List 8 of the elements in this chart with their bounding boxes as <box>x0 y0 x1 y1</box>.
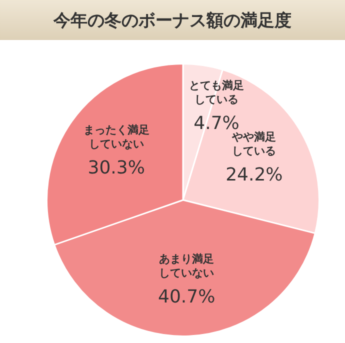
data-label: 40.7% <box>158 286 216 308</box>
slice-label: とても満足している <box>189 79 244 106</box>
slice-label: やや満足している <box>231 130 276 158</box>
slice-label: まったく満足していない <box>83 123 150 150</box>
data-label: 30.3% <box>88 157 145 178</box>
data-label: 24.2% <box>226 164 283 186</box>
chart-title: 今年の冬のボーナス額の満足度 <box>0 0 345 40</box>
slice-label: あまり満足していない <box>159 252 214 280</box>
